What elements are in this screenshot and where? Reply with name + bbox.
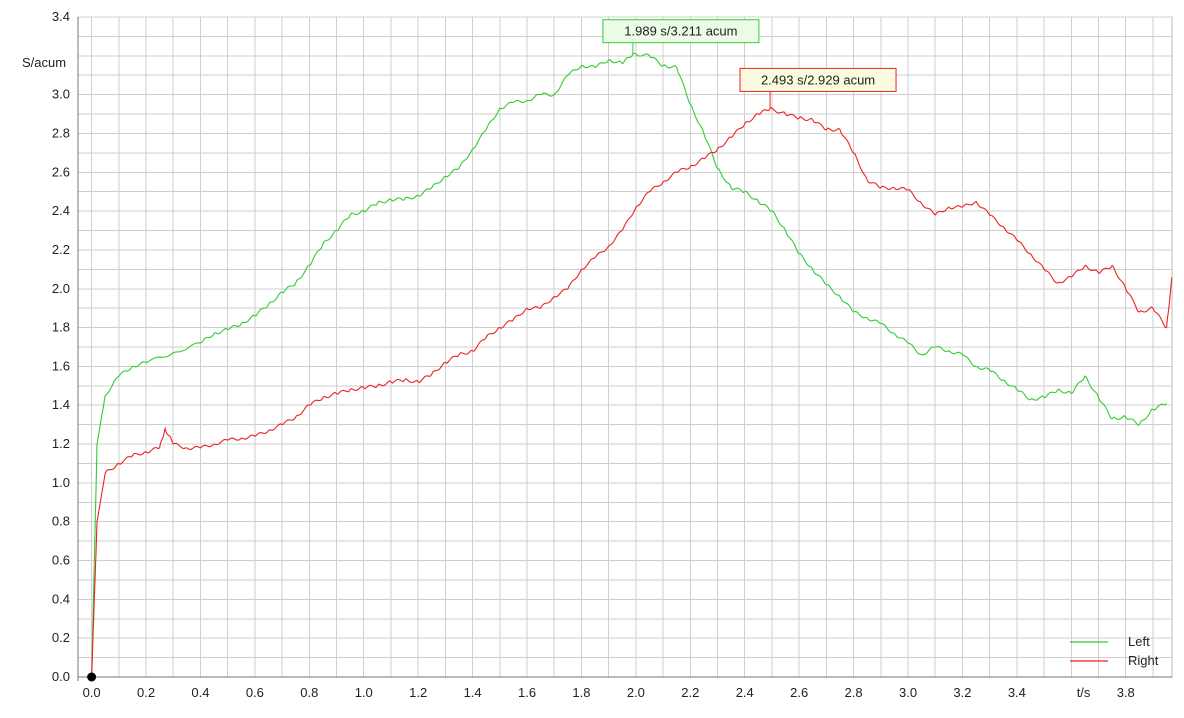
x-tick-label: 2.6 xyxy=(790,685,808,700)
callout-label: 1.989 s/3.211 acum xyxy=(624,24,737,39)
x-tick-label: 0.6 xyxy=(246,685,264,700)
callout-label: 2.493 s/2.929 acum xyxy=(761,72,875,87)
y-tick-label: 2.0 xyxy=(52,281,70,296)
x-tick-label: 3.8 xyxy=(1117,685,1135,700)
y-tick-label: 1.8 xyxy=(52,320,70,335)
y-tick-label: 2.4 xyxy=(52,203,70,218)
x-tick-label: 1.0 xyxy=(355,685,373,700)
x-tick-label: 1.2 xyxy=(409,685,427,700)
x-tick-label: 3.4 xyxy=(1008,685,1026,700)
y-tick-label: 0.6 xyxy=(52,553,70,568)
x-tick-label: 0.0 xyxy=(83,685,101,700)
y-tick-label: 1.2 xyxy=(52,436,70,451)
y-tick-label: 1.0 xyxy=(52,475,70,490)
y-tick-label: 2.8 xyxy=(52,125,70,140)
annotations: 1.989 s/3.211 acum 2.493 s/2.929 acum xyxy=(602,19,897,109)
x-tick-label: 2.8 xyxy=(845,685,863,700)
y-tick-label: 2.6 xyxy=(52,164,70,179)
y-tick-label: 1.6 xyxy=(52,358,70,373)
series-line-right xyxy=(91,107,1173,678)
y-tick-label: 0.4 xyxy=(52,591,70,606)
y-tick-label: 3.4 xyxy=(52,9,70,24)
y-tick-label: 0.8 xyxy=(52,514,70,529)
legend: Left Right xyxy=(1070,634,1159,668)
callout-box xyxy=(602,19,760,44)
axes: 0.0 0.2 0.4 0.6 0.8 1.0 1.2 1.4 1.6 1.8 2.0 2.2 2.4 2… xyxy=(52,9,1172,700)
y-tick-label: 0.0 xyxy=(52,669,70,684)
callout-box xyxy=(739,67,897,92)
x-tick-label: 2.2 xyxy=(681,685,699,700)
y-tick-label: 0.2 xyxy=(52,630,70,645)
x-tick-label: 1.8 xyxy=(572,685,590,700)
grid xyxy=(77,16,1173,678)
x-tick-label: 2.0 xyxy=(627,685,645,700)
y-tick-label: 3.0 xyxy=(52,87,70,102)
x-tick-label: 0.4 xyxy=(191,685,209,700)
x-tick-label: 0.2 xyxy=(137,685,155,700)
series-layer xyxy=(87,52,1173,682)
x-tick-label: 1.4 xyxy=(464,685,482,700)
y-tick-label: 1.4 xyxy=(52,397,70,412)
x-tick-label: 3.2 xyxy=(953,685,971,700)
x-axis-label: t/s xyxy=(1077,685,1091,700)
series-line-left xyxy=(91,52,1168,678)
legend-label-left: Left xyxy=(1128,634,1150,649)
x-tick-label: 3.0 xyxy=(899,685,917,700)
y-tick-label: 2.2 xyxy=(52,242,70,257)
x-tick-label: 2.4 xyxy=(736,685,754,700)
origin-marker xyxy=(87,672,97,682)
y-axis-label: S/acum xyxy=(22,55,66,70)
x-tick-label: 1.6 xyxy=(518,685,536,700)
x-tick-label: 0.8 xyxy=(300,685,318,700)
legend-label-right: Right xyxy=(1128,653,1159,668)
